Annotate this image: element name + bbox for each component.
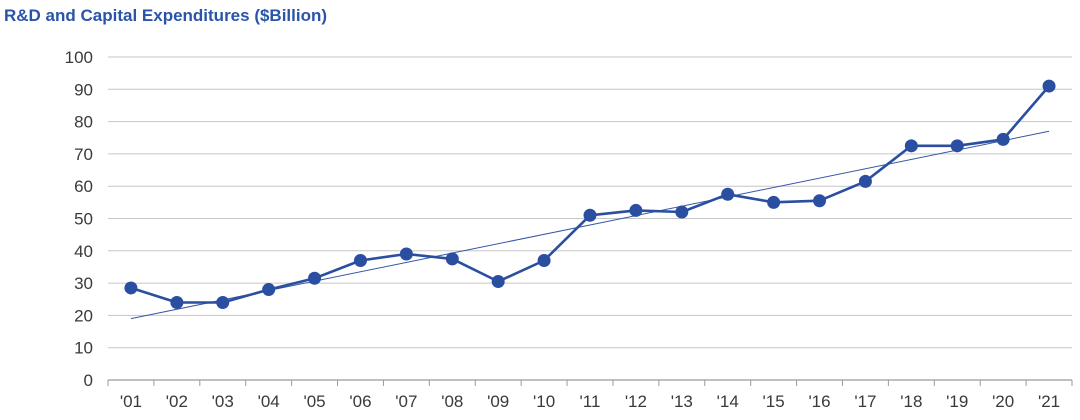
y-axis-ticks: 0 10 20 30 40 50 60 70 80 90 100: [65, 48, 93, 390]
trendline: [130, 130, 1050, 320]
data-point-21: [1042, 79, 1056, 93]
data-point-05: [308, 271, 322, 285]
y-tick-label-0: 0: [84, 371, 93, 390]
data-point-17: [858, 174, 872, 188]
x-tick-label-11: '12: [625, 392, 647, 411]
x-axis: [107, 379, 1073, 386]
x-tick-label-5: '06: [349, 392, 371, 411]
y-tick-label-20: 20: [74, 306, 93, 325]
x-tick-label-4: '05: [303, 392, 325, 411]
data-point-09: [491, 274, 505, 288]
x-tick-label-6: '07: [395, 392, 417, 411]
data-point-19: [950, 139, 964, 153]
data-point-11: [583, 208, 597, 222]
data-point-01: [124, 281, 138, 295]
x-tick-label-7: '08: [441, 392, 463, 411]
data-point-10: [537, 253, 551, 267]
x-tick-label-2: '03: [212, 392, 234, 411]
y-tick-label-100: 100: [65, 48, 93, 67]
data-point-15: [767, 195, 781, 209]
data-point-16: [813, 194, 827, 208]
data-point-07: [399, 247, 413, 261]
series-layer: [124, 79, 1056, 309]
x-tick-label-15: '16: [808, 392, 830, 411]
data-point-02: [170, 295, 184, 309]
y-tick-label-30: 30: [74, 274, 93, 293]
x-tick-label-20: '21: [1038, 392, 1060, 411]
y-tick-label-40: 40: [74, 242, 93, 261]
chart-title: R&D and Capital Expenditures ($Billion): [4, 6, 328, 25]
gridlines: [108, 56, 1072, 349]
data-point-03: [216, 295, 230, 309]
x-tick-label-8: '09: [487, 392, 509, 411]
x-tick-label-14: '15: [763, 392, 785, 411]
x-tick-label-18: '19: [946, 392, 968, 411]
x-tick-label-0: '01: [120, 392, 142, 411]
y-tick-label-80: 80: [74, 113, 93, 132]
data-point-08: [445, 252, 459, 266]
x-tick-label-3: '04: [258, 392, 280, 411]
y-tick-label-10: 10: [74, 339, 93, 358]
data-point-06: [353, 253, 367, 267]
x-tick-label-10: '11: [580, 392, 601, 411]
data-point-13: [675, 205, 689, 219]
x-tick-label-12: '13: [671, 392, 693, 411]
x-tick-label-17: '18: [900, 392, 922, 411]
y-tick-label-90: 90: [74, 80, 93, 99]
series-line: [130, 85, 1050, 304]
y-tick-label-50: 50: [74, 210, 93, 229]
data-point-04: [262, 283, 276, 297]
x-axis-ticks: '01 '02 '03 '04 '05 '06 '07 '08 '09 '10 '11 '12 '13 '…: [120, 392, 1060, 411]
x-tick-label-1: '02: [166, 392, 188, 411]
x-tick-label-9: '10: [533, 392, 555, 411]
x-tick-label-16: '17: [854, 392, 876, 411]
trendline-layer: [130, 130, 1050, 320]
y-tick-label-70: 70: [74, 145, 93, 164]
y-tick-label-60: 60: [74, 177, 93, 196]
data-point-14: [721, 187, 735, 201]
x-tick-label-19: '20: [992, 392, 1014, 411]
data-point-20: [996, 132, 1010, 146]
data-point-12: [629, 203, 643, 217]
x-tick-label-13: '14: [717, 392, 739, 411]
data-point-18: [904, 139, 918, 153]
